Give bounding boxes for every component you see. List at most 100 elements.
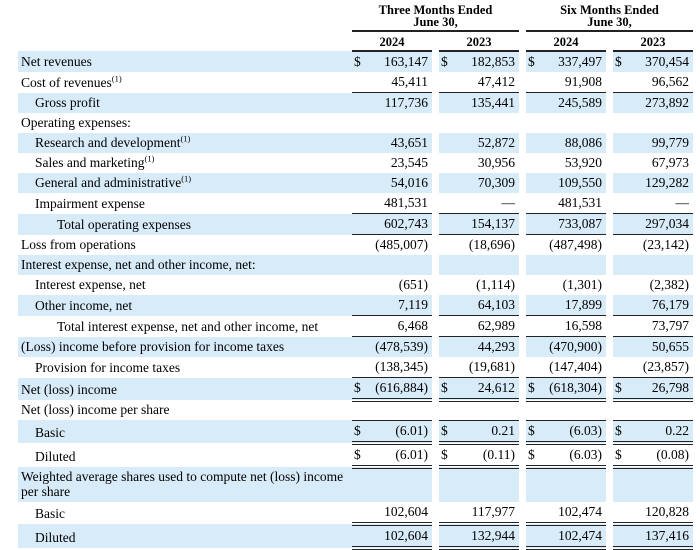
column-spacer: [606, 357, 613, 378]
value-cell: (6.03): [544, 442, 606, 469]
column-spacer: [606, 295, 613, 316]
row-label: Basic: [18, 502, 352, 524]
header-group-spacer: [519, 4, 526, 31]
value-cell: 163,147: [370, 51, 432, 72]
row-label-text: (Loss) income before provision for incom…: [21, 339, 285, 354]
column-spacer: [519, 173, 526, 193]
column-spacer: [606, 113, 613, 133]
currency-cell: [352, 72, 370, 93]
value-cell: (0.11): [457, 442, 519, 469]
currency-cell: [613, 153, 631, 173]
column-spacer: [606, 400, 613, 420]
column-spacer: [519, 275, 526, 295]
value-cell: 102,604: [370, 523, 432, 550]
value-cell: 245,589: [544, 92, 606, 113]
value-cell: 50,655: [631, 336, 693, 357]
currency-cell: [613, 466, 631, 502]
section-row: Weighted average shares used to compute …: [18, 466, 693, 502]
row-label: Interest expense, net: [18, 275, 352, 295]
value-cell: 16,598: [544, 315, 606, 337]
value-cell: 109,550: [544, 173, 606, 193]
value-cell: (147,404): [544, 357, 606, 378]
value-cell: 96,562: [631, 72, 693, 93]
currency-cell: [352, 235, 370, 256]
value-cell: 117,977: [457, 501, 519, 526]
currency-cell: [439, 92, 457, 113]
currency-cell: $: [352, 377, 370, 402]
row-label: Research and development(1): [18, 133, 352, 153]
empty-header-cell: [18, 4, 352, 31]
column-spacer: [432, 51, 439, 72]
year-header: 2023: [439, 31, 519, 52]
row-label: Diluted: [18, 443, 352, 467]
value-cell: 154,137: [457, 213, 519, 235]
currency-cell: [613, 213, 631, 235]
column-spacer: [432, 153, 439, 173]
table-header: Three Months Ended June 30, Six Months E…: [18, 4, 693, 52]
currency-cell: [526, 400, 544, 420]
value-cell: 52,872: [457, 133, 519, 153]
currency-cell: [352, 213, 370, 235]
column-spacer: [432, 133, 439, 153]
column-spacer: [606, 523, 613, 548]
column-spacer: [606, 502, 613, 524]
currency-cell: [613, 92, 631, 113]
value-cell: 337,497: [544, 51, 606, 72]
value-cell: [631, 466, 693, 502]
value-cell: 602,743: [370, 213, 432, 235]
row-label-text: Net (loss) income per share: [21, 402, 170, 417]
currency-cell: $: [439, 442, 457, 469]
column-spacer: [432, 443, 439, 467]
value-cell: [544, 113, 606, 133]
column-spacer: [432, 316, 439, 337]
table-row: Total operating expenses 602,743 154,137 73…: [18, 213, 693, 235]
row-label: Total interest expense, net and other in…: [18, 316, 352, 337]
column-spacer: [432, 420, 439, 443]
currency-cell: [526, 72, 544, 93]
column-spacer: [432, 275, 439, 295]
currency-cell: [526, 193, 544, 214]
value-cell: (616,884): [370, 377, 432, 402]
value-cell: 26,798: [631, 377, 693, 402]
column-spacer: [432, 502, 439, 524]
currency-cell: $: [526, 51, 544, 72]
row-label: Other income, net: [18, 295, 352, 316]
currency-cell: $: [352, 419, 370, 445]
currency-cell: $: [613, 377, 631, 402]
column-spacer: [519, 336, 526, 357]
currency-cell: [352, 133, 370, 153]
column-spacer: [519, 235, 526, 256]
row-label-text: Total operating expenses: [57, 216, 192, 232]
currency-cell: [526, 153, 544, 173]
currency-cell: [352, 336, 370, 357]
value-cell: 70,309: [457, 173, 519, 193]
currency-cell: [613, 133, 631, 153]
value-cell: (470,900): [544, 336, 606, 357]
currency-cell: [439, 133, 457, 153]
currency-cell: [526, 275, 544, 295]
value-cell: (618,304): [544, 377, 606, 402]
value-cell: [457, 113, 519, 133]
column-spacer: [519, 255, 526, 275]
currency-cell: [352, 193, 370, 214]
currency-cell: [352, 400, 370, 420]
column-spacer: [432, 295, 439, 316]
value-cell: 30,956: [477, 155, 515, 170]
value-cell: 73,797: [631, 315, 693, 337]
row-label-text: Sales and marketing: [35, 155, 145, 170]
currency-cell: [439, 113, 457, 133]
currency-cell: [526, 315, 544, 337]
column-spacer: [606, 336, 613, 357]
column-spacer: [519, 92, 526, 113]
column-spacer: [606, 153, 613, 173]
column-spacer: [606, 420, 613, 443]
column-spacer: [432, 193, 439, 214]
currency-cell: $: [439, 51, 457, 72]
column-spacer: [519, 443, 526, 467]
table-row: Sales and marketing(1) 23,545 30,956 53,920…: [18, 153, 693, 173]
footnote-marker: (1): [180, 133, 191, 144]
value-cell: [457, 255, 519, 275]
header-column-spacer: [432, 31, 439, 51]
footnote-marker: (1): [144, 153, 155, 164]
value-cell: [370, 466, 432, 502]
